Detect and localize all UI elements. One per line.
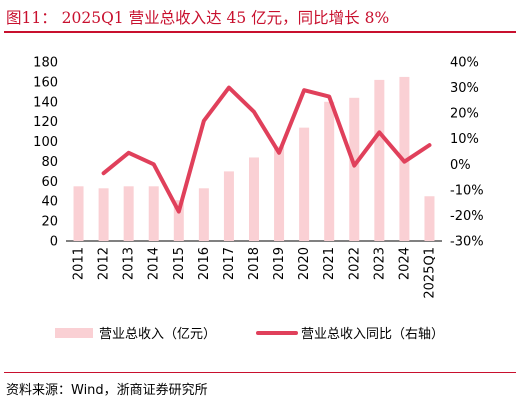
bar-2025Q1	[424, 196, 435, 241]
bar-2012	[98, 188, 109, 241]
bar-2013	[123, 186, 134, 241]
source-rule	[4, 372, 516, 373]
y-left-tick-labels: 0 20 40 60 80 100 120 140 160 180	[33, 56, 58, 250]
bar-2021	[324, 101, 335, 242]
x-tick-label: 2022	[347, 247, 362, 280]
y-left-tick-label: 80	[41, 155, 58, 170]
legend-line-label: 营业总收入同比（右轴）	[301, 327, 444, 342]
bar-2015	[173, 200, 184, 241]
figure-title: 图11： 2025Q1 营业总收入达 45 亿元，同比增长 8%	[6, 9, 390, 27]
legend-bar-label: 营业总收入（亿元）	[99, 327, 216, 342]
y-left-tick-label: 160	[33, 75, 58, 90]
bar-2018	[249, 157, 259, 241]
x-tick-label: 2014	[147, 247, 162, 280]
x-tick-label: 2018	[247, 247, 262, 280]
x-tick-label: 2019	[272, 247, 287, 280]
y-right-tick-label: 30%	[450, 81, 479, 96]
y-left-tick-label: 120	[33, 115, 58, 130]
x-tick-label: 2023	[372, 247, 387, 280]
y-right-tick-labels: -30% -20% -10% 0% 10% 20% 30% 40%	[450, 56, 484, 250]
y-left-tick-label: 20	[41, 215, 58, 230]
bar-series	[73, 76, 435, 242]
y-left-tick-label: 60	[41, 175, 58, 190]
title-rule	[4, 31, 516, 33]
bar-2023	[374, 79, 385, 242]
source-note: 资料来源：Wind，浙商证券研究所	[6, 383, 208, 398]
x-tick-label: 2012	[97, 247, 112, 280]
x-tick-label: 2016	[197, 247, 212, 280]
y-right-tick-label: 20%	[450, 107, 479, 122]
y-right-tick-label: 40%	[450, 56, 479, 71]
y-right-tick-label: -20%	[450, 209, 484, 224]
x-tick-label: 2013	[122, 247, 137, 280]
x-tick-label: 2021	[322, 247, 337, 280]
legend-bar-swatch	[55, 328, 93, 338]
bar-2016	[198, 188, 209, 241]
bar-2017	[223, 171, 234, 241]
bar-2022	[349, 97, 360, 241]
bar-2019	[274, 146, 285, 241]
bar-2014	[148, 186, 159, 241]
y-left-tick-label: 140	[33, 95, 58, 110]
yoy-line	[101, 85, 432, 214]
x-tick-label: 2024	[397, 247, 412, 280]
y-right-tick-label: 10%	[450, 132, 479, 147]
y-right-tick-label: 0%	[450, 158, 471, 173]
x-tick-label: 2020	[297, 247, 312, 280]
legend: 营业总收入（亿元） 营业总收入同比（右轴）	[55, 327, 444, 342]
y-right-tick-label: -30%	[450, 235, 484, 250]
bar-2020	[299, 127, 310, 241]
y-right-tick-label: -10%	[450, 183, 484, 198]
y-left-tick-label: 180	[33, 56, 58, 71]
y-left-tick-label: 40	[41, 195, 58, 210]
y-left-tick-label: 0	[50, 235, 58, 250]
bar-2011	[73, 186, 84, 241]
x-tick-labels: 2011 2012 2013 2014 2015 2016 2017 2018 2019 2020…	[72, 247, 438, 299]
x-tick-label: 2011	[72, 247, 87, 280]
chart: 0 20 40 60 80 100 120 140 160 180 -30% -20% -10% 0% 1…	[33, 56, 484, 343]
y-left-tick-label: 100	[33, 135, 58, 150]
x-tick-label: 2015	[172, 247, 187, 280]
x-tick-label: 2025Q1	[422, 247, 437, 299]
x-tick-label: 2017	[222, 247, 237, 280]
